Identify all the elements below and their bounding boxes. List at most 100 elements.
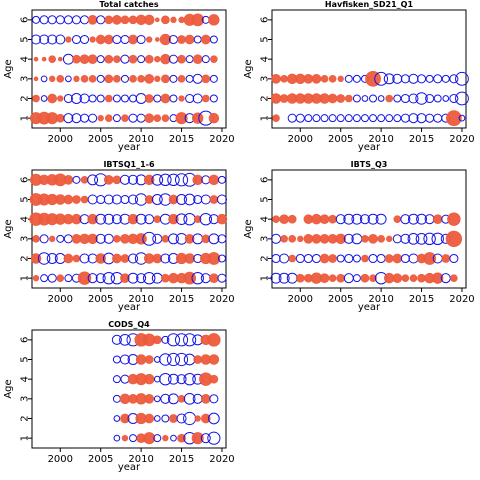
negative-residual-bubble (425, 93, 435, 104)
negative-residual-bubble (271, 253, 281, 264)
positive-residual-bubble (191, 13, 205, 27)
positive-residual-bubble (177, 35, 186, 44)
positive-residual-bubble (336, 94, 346, 103)
positive-residual-bubble (328, 274, 337, 282)
negative-residual-bubble (63, 93, 73, 104)
y-tick-label: 5 (260, 196, 271, 202)
negative-residual-bubble (209, 35, 218, 44)
negative-residual-bubble (295, 253, 305, 264)
x-tick-label: 2010 (128, 134, 153, 145)
positive-residual-bubble (89, 36, 96, 43)
negative-residual-bubble (160, 393, 171, 404)
negative-residual-bubble (200, 194, 211, 205)
positive-residual-bubble (137, 75, 145, 83)
positive-residual-bubble (112, 14, 122, 25)
positive-residual-bubble (144, 195, 154, 204)
negative-residual-bubble (40, 274, 49, 283)
positive-residual-bubble (154, 17, 160, 23)
positive-residual-bubble (319, 253, 330, 264)
positive-residual-bubble (48, 55, 57, 63)
negative-residual-bubble (217, 254, 226, 263)
negative-residual-bubble (176, 194, 187, 205)
positive-residual-bubble (201, 74, 211, 84)
negative-residual-bubble (393, 114, 402, 123)
y-tick-label: 3 (20, 236, 31, 242)
negative-residual-bubble (343, 273, 354, 284)
negative-residual-bubble (39, 234, 49, 244)
positive-residual-bubble (328, 75, 337, 83)
x-tick-label: 2015 (169, 454, 194, 465)
plot-frame (271, 9, 467, 129)
positive-residual-bubble (386, 235, 393, 242)
negative-residual-bubble (400, 253, 410, 264)
positive-residual-bubble (129, 75, 137, 83)
negative-residual-bubble (151, 173, 164, 186)
positive-residual-bubble (209, 195, 219, 204)
positive-residual-bubble (33, 76, 39, 82)
positive-residual-bubble (104, 74, 114, 84)
negative-residual-bubble (192, 73, 203, 84)
negative-residual-bubble (159, 372, 172, 386)
x-tick-label: 2000 (288, 294, 313, 305)
positive-residual-bubble (160, 53, 171, 65)
negative-residual-bubble (343, 213, 355, 225)
negative-residual-bubble (335, 214, 346, 225)
positive-residual-bubble (72, 254, 81, 263)
negative-residual-bubble (400, 113, 410, 123)
negative-residual-bubble (168, 373, 179, 385)
negative-residual-bubble (128, 113, 138, 123)
y-axis-title: Age (3, 59, 14, 78)
negative-residual-bubble (416, 213, 428, 225)
panel-title: Total catches (99, 0, 158, 9)
positive-residual-bubble (392, 253, 403, 264)
positive-residual-bubble (63, 175, 74, 185)
negative-residual-bubble (442, 95, 450, 102)
negative-residual-bubble (63, 113, 74, 124)
negative-residual-bubble (87, 174, 99, 186)
positive-residual-bubble (144, 54, 154, 64)
positive-residual-bubble (209, 374, 219, 384)
positive-residual-bubble (319, 273, 330, 284)
positive-residual-bubble (208, 14, 220, 26)
negative-residual-bubble (55, 34, 66, 45)
negative-residual-bubble (368, 253, 378, 264)
positive-residual-bubble (80, 176, 89, 184)
negative-residual-bubble (449, 93, 459, 104)
y-tick-label: 2 (20, 95, 31, 101)
negative-residual-bubble (63, 234, 73, 244)
positive-residual-bubble (319, 234, 330, 244)
negative-residual-bubble (160, 253, 171, 264)
x-axis-title: year (118, 142, 141, 153)
positive-residual-bubble (143, 373, 155, 385)
positive-residual-bubble (55, 113, 65, 123)
negative-residual-bubble (303, 253, 313, 264)
negative-residual-bubble (311, 253, 322, 264)
negative-residual-bubble (46, 253, 58, 264)
positive-residual-bubble (311, 74, 322, 84)
positive-residual-bubble (161, 114, 170, 122)
positive-residual-bubble (384, 254, 394, 263)
negative-residual-bubble (142, 271, 156, 285)
negative-residual-bubble (352, 274, 361, 283)
positive-residual-bubble (128, 34, 138, 45)
positive-residual-bubble (63, 253, 74, 264)
negative-residual-bubble (40, 75, 48, 83)
positive-residual-bubble (184, 234, 195, 244)
negative-residual-bubble (415, 232, 428, 245)
positive-residual-bubble (377, 235, 385, 243)
positive-residual-bubble (159, 33, 172, 46)
negative-residual-bubble (47, 34, 58, 45)
positive-residual-bubble (336, 273, 346, 283)
negative-residual-bubble (79, 15, 90, 25)
positive-residual-bubble (432, 214, 443, 224)
negative-residual-bubble (119, 354, 130, 365)
negative-residual-bubble (168, 233, 179, 245)
negative-residual-bubble (136, 34, 146, 45)
positive-residual-bubble (112, 175, 122, 185)
positive-residual-bubble (120, 413, 130, 424)
negative-residual-bubble (65, 75, 72, 83)
positive-residual-bubble (103, 34, 114, 45)
negative-residual-bubble (207, 431, 221, 445)
positive-residual-bubble (170, 16, 177, 23)
